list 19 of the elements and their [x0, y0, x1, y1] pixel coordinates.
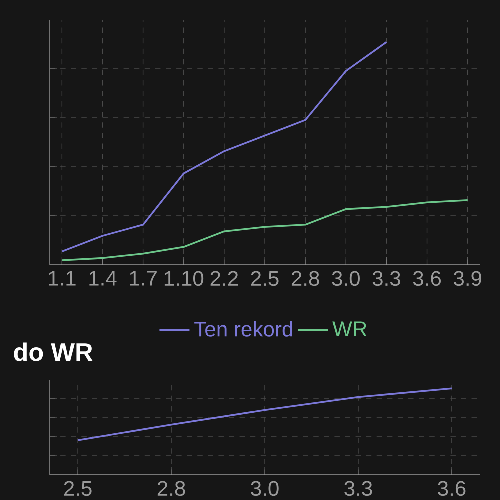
- x-tick-label: 2.5: [64, 481, 92, 496]
- x-tick-label: 2.2: [210, 271, 238, 286]
- x-tick-label: 3.9: [454, 271, 482, 286]
- x-tick-label: 2.8: [158, 481, 186, 496]
- x-tick-label: 3.0: [251, 481, 279, 496]
- legend-label: Ten rekord: [194, 321, 292, 337]
- x-tick-label: 1.4: [90, 271, 117, 286]
- x-tick-label: 1.1: [49, 271, 76, 286]
- x-tick-label: 2.5: [251, 271, 279, 286]
- x-tick-label: 3.0: [332, 271, 360, 286]
- x-tick-label: 3.6: [438, 481, 466, 496]
- chart-title: do WR: [14, 342, 93, 362]
- x-tick-label: 3.3: [344, 481, 372, 496]
- x-tick-label: 3.6: [413, 271, 442, 286]
- legend-label: WR: [332, 322, 367, 336]
- x-tick-label: 2.8: [292, 271, 320, 286]
- x-tick-label: 1.7: [130, 271, 157, 286]
- x-tick-label: 3.3: [372, 271, 400, 286]
- x-tick-label: 1.10: [164, 271, 204, 286]
